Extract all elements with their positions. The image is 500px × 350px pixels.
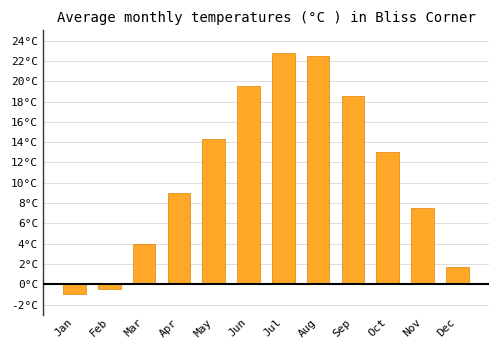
Bar xyxy=(237,86,260,284)
Bar xyxy=(272,53,294,284)
Bar xyxy=(63,284,86,294)
Bar xyxy=(98,284,120,289)
Bar xyxy=(376,152,399,284)
Bar xyxy=(307,56,330,284)
Bar xyxy=(168,193,190,284)
Bar xyxy=(446,267,468,284)
Bar xyxy=(202,139,225,284)
Bar xyxy=(411,208,434,284)
Bar xyxy=(133,244,156,284)
Title: Average monthly temperatures (°C ) in Bliss Corner: Average monthly temperatures (°C ) in Bl… xyxy=(56,11,476,25)
Bar xyxy=(342,97,364,284)
